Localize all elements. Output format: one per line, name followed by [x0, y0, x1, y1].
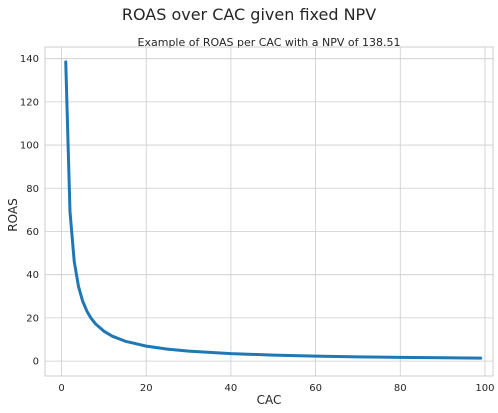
y-tick-label: 0 — [33, 357, 39, 368]
series-lines — [64, 60, 483, 360]
y-tick-label: 80 — [26, 184, 39, 195]
x-tick-label: 20 — [140, 383, 153, 394]
y-tick-label: 20 — [26, 313, 39, 324]
x-tick-label: 0 — [58, 383, 64, 394]
x-tick-label: 40 — [225, 383, 238, 394]
grid — [45, 47, 493, 376]
y-tick-label: 40 — [26, 270, 39, 281]
plot-border — [44, 46, 494, 377]
x-tick-label: 60 — [309, 383, 322, 394]
y-tick-label: 100 — [20, 141, 39, 152]
y-tick-label: 140 — [20, 54, 39, 65]
x-axis-ticks: 0 20 40 60 80 100 — [58, 383, 494, 394]
x-axis-label: CAC — [256, 393, 282, 407]
x-tick-label: 100 — [475, 383, 494, 394]
plot-frame — [44, 46, 494, 377]
chart-title: Example of ROAS per CAC with a NPV of 13… — [137, 36, 401, 49]
y-tick-label: 120 — [20, 97, 39, 108]
y-axis-ticks: 0 20 40 60 80 100 120 140 — [20, 54, 39, 367]
figure-title: ROAS over CAC given fixed NPV — [121, 5, 377, 24]
series-line — [64, 60, 483, 360]
y-tick-label: 60 — [26, 227, 39, 238]
x-tick-label: 80 — [394, 383, 407, 394]
